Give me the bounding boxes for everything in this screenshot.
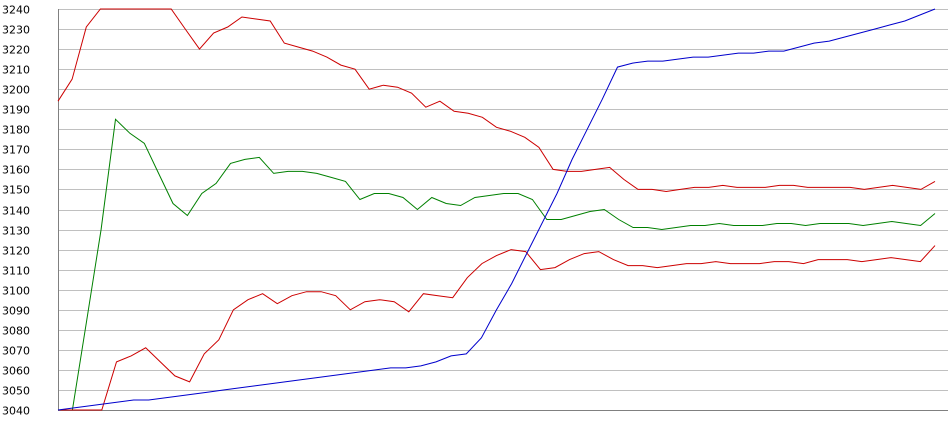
series-line-3: [58, 245, 936, 411]
y-tick-label: 3090: [2, 305, 30, 318]
y-tick-label: 3200: [2, 84, 30, 97]
y-tick-label: 3190: [2, 104, 30, 117]
y-tick-label: 3110: [2, 265, 30, 278]
y-tick-label: 3230: [2, 24, 30, 37]
series-lines: [57, 8, 936, 411]
y-tick-label: 3180: [2, 124, 30, 137]
y-axis-tick-labels: 3040 3050 3060 3070 3080 3090 3100 3110 3120 3130…: [2, 4, 30, 418]
series-line-2: [58, 118, 936, 411]
y-tick-label: 3240: [2, 4, 30, 17]
y-tick-label: 3170: [2, 144, 30, 157]
y-tick-label: 3140: [2, 205, 30, 218]
y-tick-label: 3160: [2, 164, 30, 177]
y-tick-label: 3210: [2, 64, 30, 77]
series-line-4: [57, 8, 936, 411]
y-tick-label: 3080: [2, 325, 30, 338]
y-tick-label: 3220: [2, 44, 30, 57]
series-line-1: [57, 8, 936, 193]
y-tick-label: 3040: [2, 405, 30, 418]
y-tick-label: 3100: [2, 285, 30, 298]
y-tick-label: 3050: [2, 385, 30, 398]
y-tick-label: 3120: [2, 245, 30, 258]
y-tick-label: 3150: [2, 184, 30, 197]
gridlines: [58, 9, 948, 411]
y-tick-label: 3070: [2, 345, 30, 358]
y-tick-label: 3060: [2, 365, 30, 378]
y-tick-label: 3130: [2, 225, 30, 238]
